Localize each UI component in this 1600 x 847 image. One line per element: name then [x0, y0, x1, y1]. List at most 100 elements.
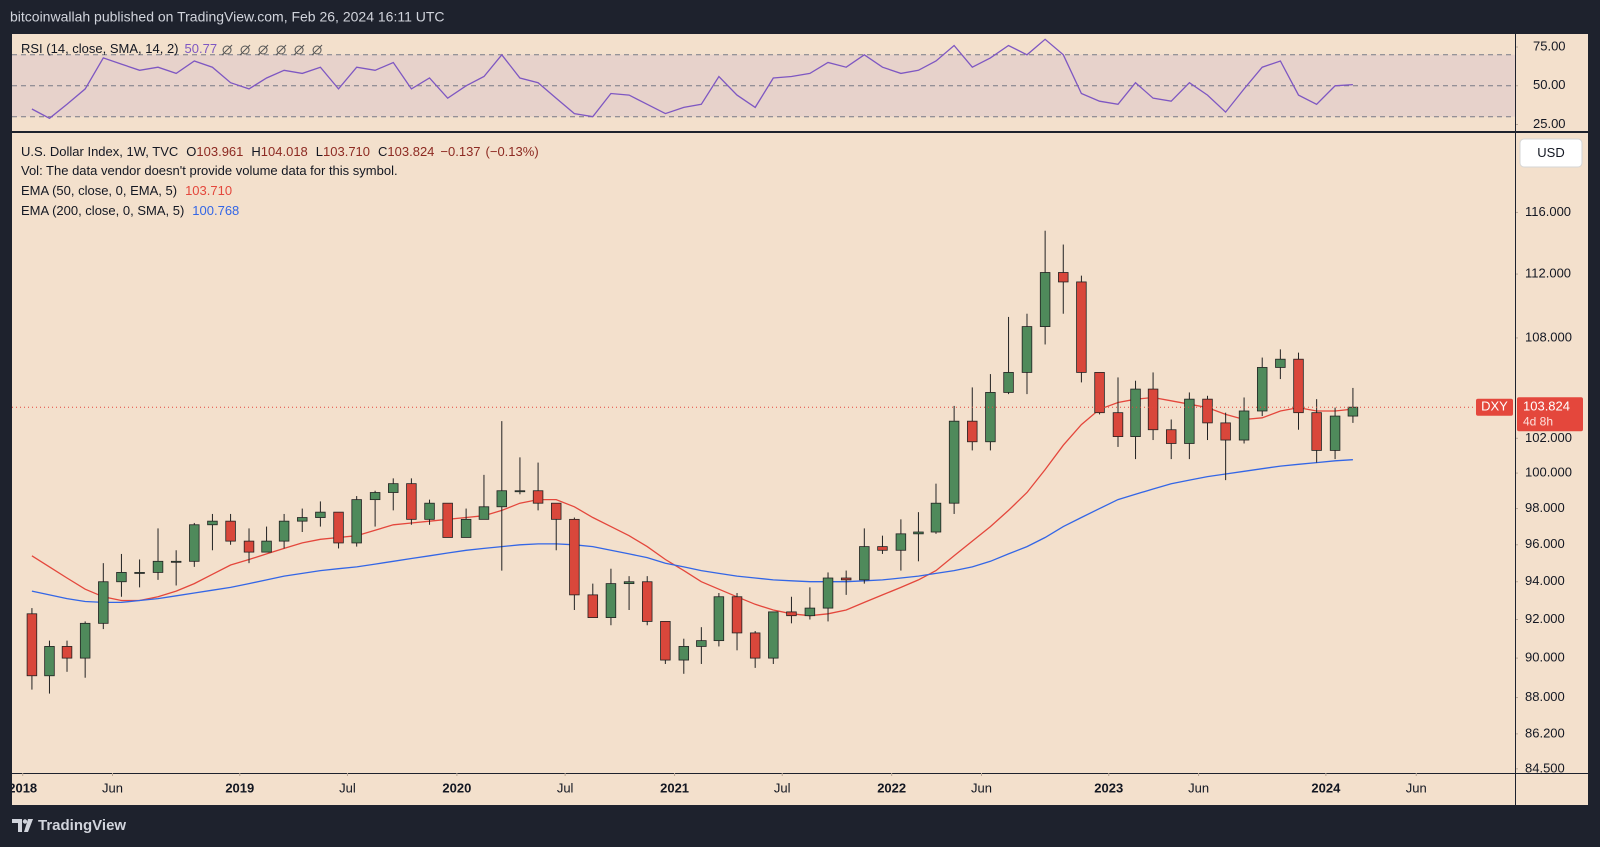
candle-body — [749, 632, 761, 659]
candle-body — [731, 596, 743, 634]
change-percent: (−0.13%) — [486, 144, 539, 159]
candle-body — [877, 546, 888, 551]
ma-legend-name: EMA (50, close, 0, EMA, 5) — [21, 183, 177, 198]
x-tick-label: 2021 — [660, 780, 689, 795]
candle-body — [713, 596, 725, 642]
candle-body — [1311, 412, 1322, 451]
publish-header: bitcoinwallah published on TradingView.c… — [10, 9, 445, 25]
candle-body — [822, 577, 834, 609]
candle-body — [1076, 281, 1087, 373]
symbol-badge — [1476, 398, 1513, 416]
candle-body — [967, 420, 978, 443]
ohlc-value: 103.710 — [323, 144, 370, 159]
candle-body — [1165, 429, 1177, 444]
candle-body — [895, 533, 907, 551]
price-tick-label: 112.000 — [1525, 266, 1571, 281]
icon-slash — [257, 44, 269, 56]
candle-body — [189, 524, 200, 562]
price-tick-label: 96.000 — [1525, 536, 1565, 551]
candle-body — [768, 611, 779, 659]
candle-body — [930, 502, 942, 533]
icon-circle — [240, 45, 250, 55]
candle-body — [1329, 415, 1341, 451]
candle-body — [333, 511, 344, 544]
candle-body — [1021, 326, 1033, 373]
rsi-legend-name: RSI (14, close, SMA, 14, 2) — [21, 41, 179, 56]
candle-body — [1094, 372, 1105, 414]
x-tick-label: Jul — [339, 780, 356, 795]
symbol-title: U.S. Dollar Index, 1W, TVC — [21, 144, 178, 159]
candle-body — [79, 622, 91, 659]
legend-line: U.S. Dollar Index, 1W, TVC O103.961 H104.0… — [21, 144, 539, 159]
icon-slash — [275, 44, 287, 56]
candle-body — [660, 621, 671, 661]
candle-body — [985, 392, 996, 443]
candle-body — [478, 506, 490, 520]
candle-body — [207, 520, 218, 526]
candle-body — [1112, 412, 1124, 437]
hidden-value-icon — [257, 44, 269, 56]
pane-separator — [0, 131, 1600, 133]
candle-body — [496, 490, 508, 508]
hidden-value-icon — [221, 44, 233, 56]
legend-line: EMA (50, close, 0, EMA, 5) 103.710 — [21, 183, 232, 198]
icon-slash — [311, 44, 323, 56]
bar-countdown: 4d 8h — [1523, 414, 1553, 428]
tradingview-logo — [12, 819, 33, 832]
candle-body — [170, 560, 182, 563]
legend-line: EMA (200, close, 0, SMA, 5) 100.768 — [21, 203, 239, 218]
x-tick-label: 2020 — [442, 780, 471, 795]
candle-body — [804, 607, 816, 617]
rsi-legend-value: 50.77 — [185, 41, 218, 56]
candle-body — [116, 572, 127, 583]
rsi-tick-label: 25.00 — [1533, 116, 1566, 131]
candle-body — [786, 611, 797, 617]
ohlc-label: L — [316, 144, 323, 159]
candle-body — [1293, 358, 1304, 414]
icon-slash — [293, 44, 305, 56]
candle-body — [913, 531, 924, 535]
x-tick-label: 2024 — [1311, 780, 1341, 795]
price-tick-label: 98.000 — [1525, 500, 1565, 515]
x-tick-label: 2019 — [225, 780, 254, 795]
candle-body — [98, 581, 109, 624]
price-tick-label: 90.000 — [1525, 650, 1565, 665]
moving-average-line — [31, 459, 1353, 604]
candle-body — [587, 594, 599, 619]
x-tick-label: Jul — [557, 780, 574, 795]
candle-body — [948, 420, 960, 504]
change-value: −0.137 — [440, 144, 480, 159]
icon-slash — [221, 44, 233, 56]
candle-body — [550, 502, 562, 520]
candle-body — [859, 546, 870, 581]
candle-body — [225, 520, 236, 542]
chart-background — [12, 34, 1588, 805]
x-tick-label: Jun — [971, 780, 992, 795]
candle-body — [678, 646, 690, 661]
ma-legend-name: EMA (200, close, 0, SMA, 5) — [21, 203, 184, 218]
currency-button[interactable] — [1519, 138, 1583, 168]
candle-body — [297, 517, 308, 522]
candle-body — [1184, 398, 1195, 444]
x-tick-label: 2022 — [877, 780, 906, 795]
ma-legend-value: 103.710 — [185, 183, 232, 198]
x-tick-label: Jul — [774, 780, 791, 795]
icon-circle — [294, 45, 304, 55]
right-border — [1588, 34, 1600, 805]
candle-body — [1058, 272, 1069, 283]
candle-body — [696, 640, 707, 647]
price-tick-label: 86.200 — [1525, 725, 1565, 740]
ohlc-value: 104.018 — [261, 144, 308, 159]
last-price-label: 103.824 — [1523, 399, 1570, 414]
candle-body — [1256, 367, 1268, 412]
hidden-value-icon — [275, 44, 287, 56]
candle-body — [514, 490, 526, 493]
footer-brand: TradingView — [38, 817, 126, 834]
candle-body — [1238, 410, 1250, 441]
rsi-line — [31, 38, 1353, 120]
candle-body — [424, 502, 435, 520]
candle-body — [315, 511, 326, 518]
candle-body — [1347, 406, 1359, 417]
candle-body — [1220, 422, 1231, 441]
